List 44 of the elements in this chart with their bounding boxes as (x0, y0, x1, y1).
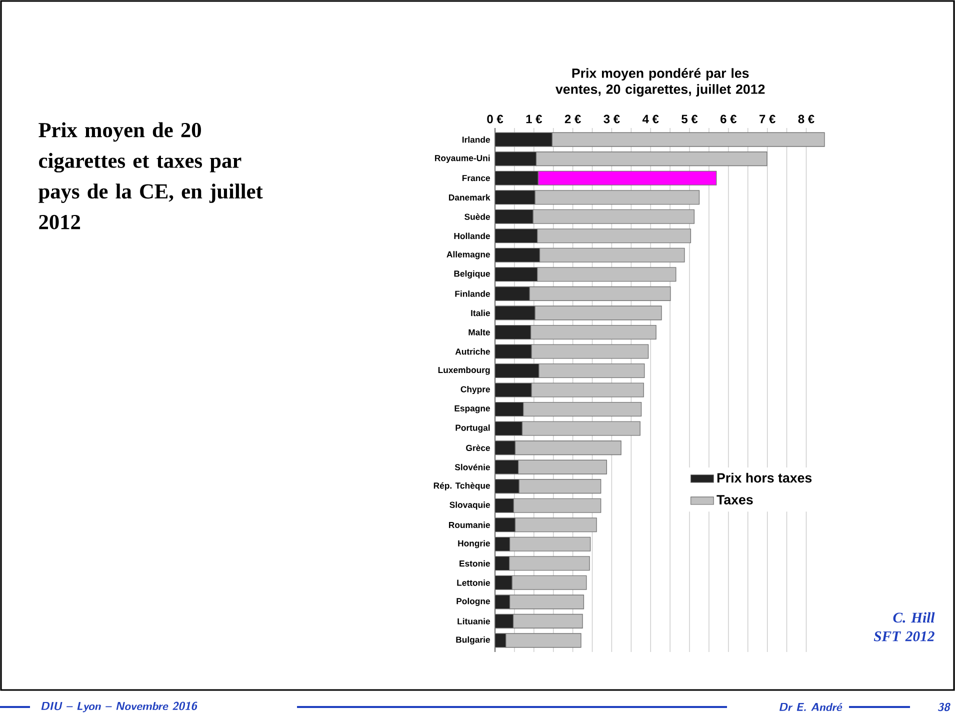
y-tick-label: Portugal (456, 424, 490, 433)
chart-title: Prix moyen pondéré par les ventes, 20 cigarettes, juillet 2012 (556, 68, 765, 97)
x-tick-label: 7 € (760, 114, 776, 124)
y-tick-label: Roumanie (448, 522, 490, 528)
y-tick-label: Malte (468, 329, 490, 336)
x-tick-label: 8 € (798, 114, 814, 124)
y-tick-label: Chypre (460, 386, 490, 394)
y-tick-label: Lettonie (457, 579, 490, 586)
y-tick-label: Hollande (454, 232, 490, 240)
text: Prix moyen de 20 cigarettes et taxes par pays de la CE, en juillet 2012 (38, 122, 263, 230)
legend-label: Taxes (716, 495, 753, 504)
y-tick-label: Estonie (460, 560, 490, 567)
text: DIU – Lyon – Novembre 2016 (41, 702, 198, 712)
y-tick-label: Luxembourg (438, 366, 490, 375)
y-tick-label: Slovénie (454, 464, 490, 470)
x-tick-label: 3 € (604, 114, 620, 124)
x-tick-label: 5 € (682, 114, 698, 124)
legend-label: Prix hors taxes (717, 472, 812, 483)
y-tick-label: Espagne (454, 405, 490, 414)
text: C. Hill SFT 2012 (874, 612, 935, 642)
y-tick-label: Irlande (462, 136, 490, 143)
y-tick-label: Grèce (466, 444, 490, 452)
y-tick-label: Slovaquie (450, 502, 490, 510)
y-tick-label: Belgique (454, 270, 490, 278)
y-tick-label: Autriche (455, 348, 490, 355)
y-tick-label: Rép. Tchèque (434, 482, 490, 490)
y-tick-label: Lituanie (458, 618, 490, 624)
y-tick-label: Allemagne (446, 251, 490, 260)
text: Dr E. André (780, 703, 842, 711)
y-tick-label: Royaume-Uni (435, 154, 490, 163)
y-tick-label: Bulgarie (456, 636, 490, 645)
text: 38 (938, 702, 950, 712)
y-tick-label: Pologne (456, 598, 490, 606)
x-tick-label: 1 € (526, 114, 542, 124)
x-tick-label: 0 € (487, 114, 504, 124)
y-tick-label: Suède (464, 213, 490, 220)
x-tick-label: 2 € (564, 114, 581, 124)
y-tick-label: Danemark (448, 194, 490, 201)
x-tick-label: 4 € (642, 114, 659, 124)
y-tick-label: Finlande (455, 290, 490, 297)
y-tick-label: Italie (471, 310, 490, 316)
y-tick-label: France (462, 175, 490, 182)
x-tick-label: 6 € (720, 114, 737, 124)
y-tick-label: Hongrie (458, 540, 490, 548)
